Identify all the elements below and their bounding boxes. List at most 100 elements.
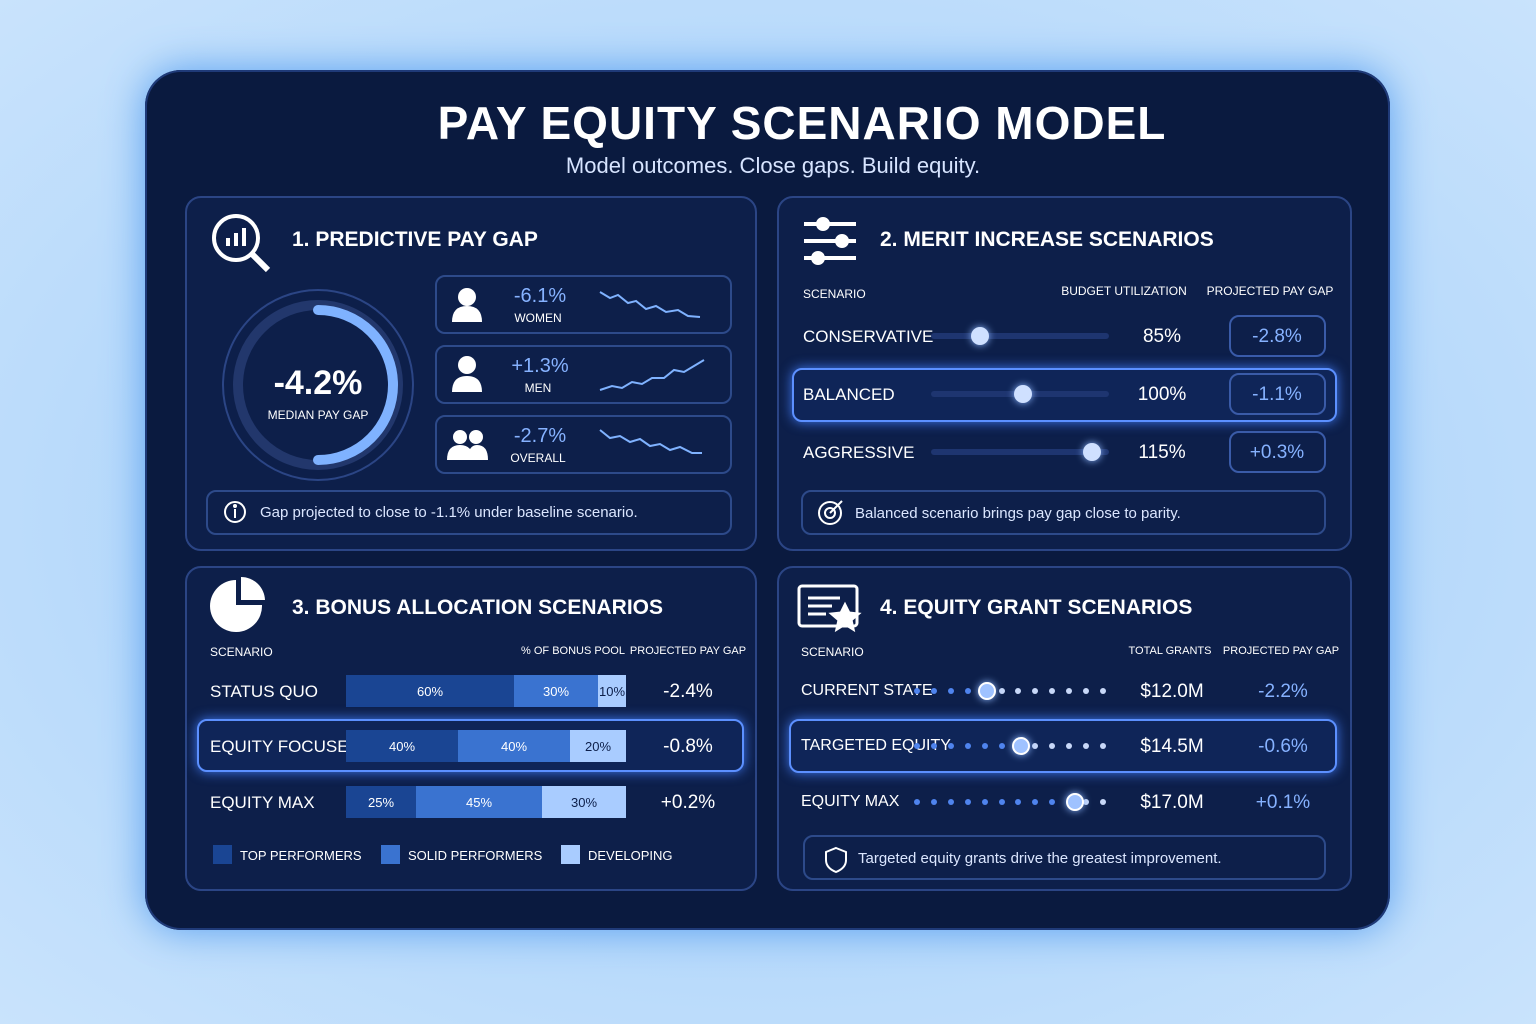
column-header: TOTAL GRANTS [1128,644,1212,657]
budget-value: 115% [1138,441,1186,463]
column-header: SCENARIO [803,287,866,301]
track-dot [1049,688,1056,694]
track-dot [914,743,920,749]
track-dot [1032,688,1039,694]
gauge-label: MEDIAN PAY GAP [267,408,369,422]
track-dot [947,799,954,805]
track-dot [1032,799,1039,805]
track-dot [1032,743,1039,749]
column-header: BUDGET UTILIZATION [1061,284,1187,298]
bar-segment [346,786,416,818]
scenario-name: EQUITY MAX [801,793,900,810]
track-knob [978,682,996,700]
panel-title: 1. PREDICTIVE PAY GAP [292,227,538,251]
legend-swatch [381,845,400,864]
column-header: SCENARIO [210,645,273,659]
track-knob [1066,793,1084,811]
legend-swatch [561,845,580,864]
note-box [206,490,732,535]
gap-value: -1.1% [1252,383,1302,405]
scenario-name: EQUITY MAX [210,792,315,812]
slider-knob [1014,385,1032,403]
bar-segment [542,786,626,818]
track-dot [1049,743,1056,749]
group-card [435,275,732,334]
grants-value: $17.0M [1140,791,1204,813]
segment-label: 20% [584,738,612,754]
track-dot [914,688,920,694]
slider-knob [1083,443,1101,461]
gauge [222,289,414,481]
legend-swatch [213,845,232,864]
group-value: +1.3% [511,355,569,377]
note-box [801,490,1326,535]
bar-segment [346,675,514,707]
track-dot [1099,743,1106,749]
group-value: -6.1% [513,285,567,307]
note: Targeted equity grants drive the greates… [858,849,1222,867]
track-dot [1083,799,1089,805]
track-dot [964,799,971,805]
group-label: MEN [524,381,552,395]
legend-label: TOP PERFORMERS [240,847,362,863]
gap-value: -2.4% [663,680,713,702]
scenario-name: CURRENT STATE [801,682,933,699]
track-dot [947,688,954,694]
column-header: SCENARIO [801,645,864,659]
track-dot [1015,688,1022,694]
gap-value: +0.1% [1255,791,1311,813]
track-dot [1099,688,1106,694]
scenario-name: STATUS QUO [210,681,318,701]
note-icons [224,500,847,874]
gap-value: -2.8% [1252,325,1302,347]
slider-knob [971,327,989,345]
note: Balanced scenario brings pay gap close t… [855,504,1181,522]
gap-box [1229,431,1326,473]
bar-segment [598,675,626,707]
segment-label: 40% [500,738,528,754]
budget-value: 100% [1137,383,1187,405]
row-highlight [789,719,1337,773]
track-dot [998,799,1005,805]
gap-value: -2.2% [1258,680,1308,702]
scenario-name: EQUITY FOCUSED [210,736,361,756]
budget-value: 85% [1142,325,1182,347]
bar-segment [346,730,458,762]
panel-title: 3. BONUS ALLOCATION SCENARIOS [292,595,664,619]
gap-value: -0.6% [1258,735,1308,757]
certificate-icon [797,584,862,633]
track-dot [1083,743,1089,749]
track-dot [998,688,1005,694]
gauge-value: -4.2% [273,364,363,402]
track-knob [1012,737,1030,755]
segment-label: 30% [542,683,570,699]
track-dot [1049,799,1056,805]
track-dot [964,688,971,694]
gap-value: -0.8% [663,735,713,757]
segment-label: 60% [416,683,444,699]
track-dot [930,688,937,694]
track-dot [930,799,937,805]
gap-value: +0.3% [1249,441,1305,463]
track-dot [1066,688,1073,694]
track-dot [1099,799,1106,805]
pie-icon [210,577,265,633]
segment-label: 45% [465,794,493,810]
search-icon [212,214,271,273]
bar-segment [458,730,570,762]
grants-value: $14.5M [1140,735,1204,757]
track-dot [930,743,937,749]
track-dot [981,799,988,805]
legend-label: DEVELOPING [588,847,673,863]
person-icons [447,288,488,460]
panel-title: 2. MERIT INCREASE SCENARIOS [880,227,1214,251]
track-dot [914,799,920,805]
column-header: PROJECTED PAY GAP [629,644,747,657]
segment-label: 40% [388,738,416,754]
note: Gap projected to close to -1.1% under ba… [260,503,638,521]
slider-track [931,449,1109,455]
group-card [435,415,732,474]
track-dot [998,743,1005,749]
